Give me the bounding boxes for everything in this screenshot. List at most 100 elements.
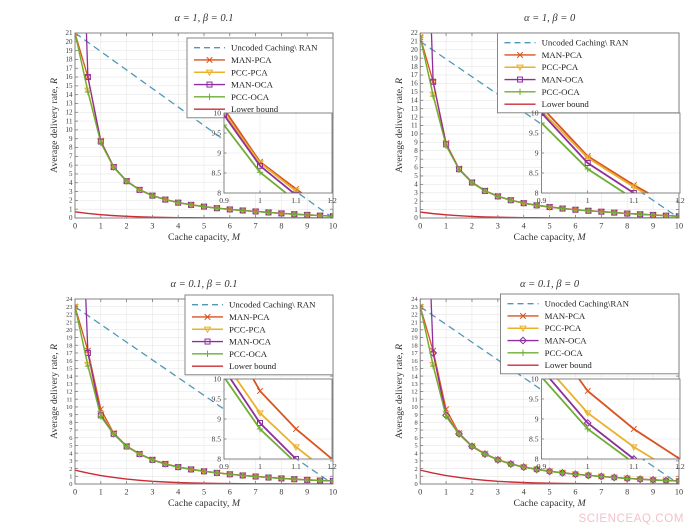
svg-text:5: 5 <box>202 488 206 497</box>
svg-text:18: 18 <box>66 342 72 349</box>
svg-text:1: 1 <box>69 205 73 213</box>
svg-text:4: 4 <box>176 222 180 231</box>
svg-text:1: 1 <box>258 462 262 471</box>
y-axis-label: Average delivery rate, R <box>49 344 60 439</box>
inset-series-man_pca <box>545 113 650 193</box>
svg-text:0.9: 0.9 <box>537 196 547 205</box>
svg-text:3: 3 <box>150 488 154 497</box>
svg-text:19: 19 <box>66 335 72 342</box>
svg-text:8: 8 <box>217 455 221 464</box>
svg-text:1: 1 <box>444 488 448 497</box>
svg-text:1: 1 <box>69 473 72 480</box>
subplot-alpha0.1-beta0.1: 0 1 2 3 4 5 6 7 8 9 100123456789101112131415161718… <box>0 266 345 532</box>
svg-text:20: 20 <box>411 46 419 54</box>
svg-text:15: 15 <box>66 82 74 90</box>
legend: Unocded Caching\RAN MAN-PCA PCC-PCA MAN-OCA… <box>499 293 680 375</box>
svg-text:4: 4 <box>176 488 180 497</box>
svg-text:16: 16 <box>66 358 72 365</box>
inset-series-man_pca <box>225 113 304 193</box>
svg-text:10: 10 <box>66 126 74 134</box>
svg-text:4: 4 <box>69 179 73 187</box>
svg-text:3: 3 <box>414 189 418 197</box>
inset-series-man_pca <box>577 379 680 459</box>
svg-text:4: 4 <box>414 181 418 189</box>
svg-text:22: 22 <box>66 312 72 319</box>
svg-text:0: 0 <box>418 222 422 231</box>
svg-text:14: 14 <box>411 96 419 104</box>
inset-series-pcc_oca <box>541 122 627 193</box>
svg-text:13: 13 <box>66 381 72 388</box>
inset-series-man_oca <box>229 379 298 459</box>
svg-text:4: 4 <box>522 222 526 231</box>
svg-text:8: 8 <box>415 420 418 427</box>
svg-text:11: 11 <box>412 396 418 403</box>
inset: 0.9 1 1.1 1.2 8 8.5 9 9.5 10 <box>529 109 685 205</box>
svg-text:9: 9 <box>217 149 221 158</box>
svg-text:7: 7 <box>415 427 419 434</box>
svg-text:8: 8 <box>69 144 73 152</box>
svg-text:1.1: 1.1 <box>629 196 639 205</box>
svg-text:1.2: 1.2 <box>675 462 685 471</box>
legend: Uncoded Caching\ RAN MAN-PCA PCC-PCA MAN-OC… <box>184 294 334 376</box>
svg-text:14: 14 <box>66 91 74 99</box>
svg-text:21: 21 <box>66 29 74 37</box>
svg-text:7: 7 <box>254 222 258 231</box>
svg-text:20: 20 <box>411 327 417 334</box>
svg-text:22: 22 <box>411 312 417 319</box>
svg-text:9.5: 9.5 <box>212 129 222 138</box>
svg-text:7: 7 <box>69 427 73 434</box>
svg-text:12: 12 <box>66 389 72 396</box>
plot-title: α = 0.1, β = 0.1 <box>171 279 238 290</box>
svg-text:10: 10 <box>329 222 337 231</box>
svg-text:9: 9 <box>414 139 418 147</box>
watermark: SCIENCEAQ.COM <box>578 513 684 525</box>
svg-text:6: 6 <box>573 222 577 231</box>
inset-series-pcc_pca <box>556 379 656 459</box>
svg-text:8: 8 <box>69 420 72 427</box>
series-group <box>75 299 333 484</box>
svg-text:11: 11 <box>66 117 73 125</box>
inset: 0.9 1 1.1 1.2 8 8.5 9 9.5 10 <box>529 375 685 471</box>
inset-series-man_pca <box>252 379 332 459</box>
svg-text:10: 10 <box>411 404 417 411</box>
svg-text:8: 8 <box>625 488 629 497</box>
legend-label: PCC-OCA <box>229 349 268 359</box>
inset: 0.9 1 1.1 1.2 8 8.5 9 9.5 10 <box>212 109 337 206</box>
inset-series-man_oca <box>548 379 636 459</box>
svg-text:13: 13 <box>411 381 417 388</box>
svg-text:10: 10 <box>213 375 221 384</box>
svg-text:8.5: 8.5 <box>212 435 222 444</box>
svg-text:1: 1 <box>586 462 590 471</box>
svg-text:0.9: 0.9 <box>537 462 547 471</box>
y-axis-label: Average delivery rate, R <box>49 78 60 173</box>
svg-text:15: 15 <box>66 366 72 373</box>
plot-title: α = 1, β = 0.1 <box>174 13 233 24</box>
svg-text:20: 20 <box>66 38 74 46</box>
svg-text:4: 4 <box>522 488 526 497</box>
legend-label: PCC-PCA <box>229 324 266 334</box>
legend-label: MAN-PCA <box>229 312 270 322</box>
svg-text:19: 19 <box>411 335 417 342</box>
svg-text:9: 9 <box>69 135 73 143</box>
svg-text:10: 10 <box>411 130 419 138</box>
svg-text:6: 6 <box>69 435 72 442</box>
legend-label: Lower bound <box>542 99 590 109</box>
legend-label: PCC-PCA <box>545 323 582 333</box>
svg-text:5: 5 <box>202 222 206 231</box>
svg-text:0: 0 <box>418 488 422 497</box>
svg-text:2: 2 <box>69 197 73 205</box>
svg-text:2: 2 <box>470 222 474 231</box>
svg-text:12: 12 <box>411 389 417 396</box>
svg-text:9: 9 <box>651 488 655 497</box>
svg-text:5: 5 <box>415 443 418 450</box>
svg-text:1.2: 1.2 <box>675 196 685 205</box>
svg-text:15: 15 <box>411 88 419 96</box>
svg-text:2: 2 <box>470 488 474 497</box>
svg-text:10: 10 <box>213 109 221 118</box>
svg-text:13: 13 <box>411 105 419 113</box>
svg-text:1: 1 <box>415 473 418 480</box>
svg-text:6: 6 <box>228 488 232 497</box>
series-uncoded <box>420 306 679 484</box>
legend-label: PCC-PCA <box>542 62 579 72</box>
